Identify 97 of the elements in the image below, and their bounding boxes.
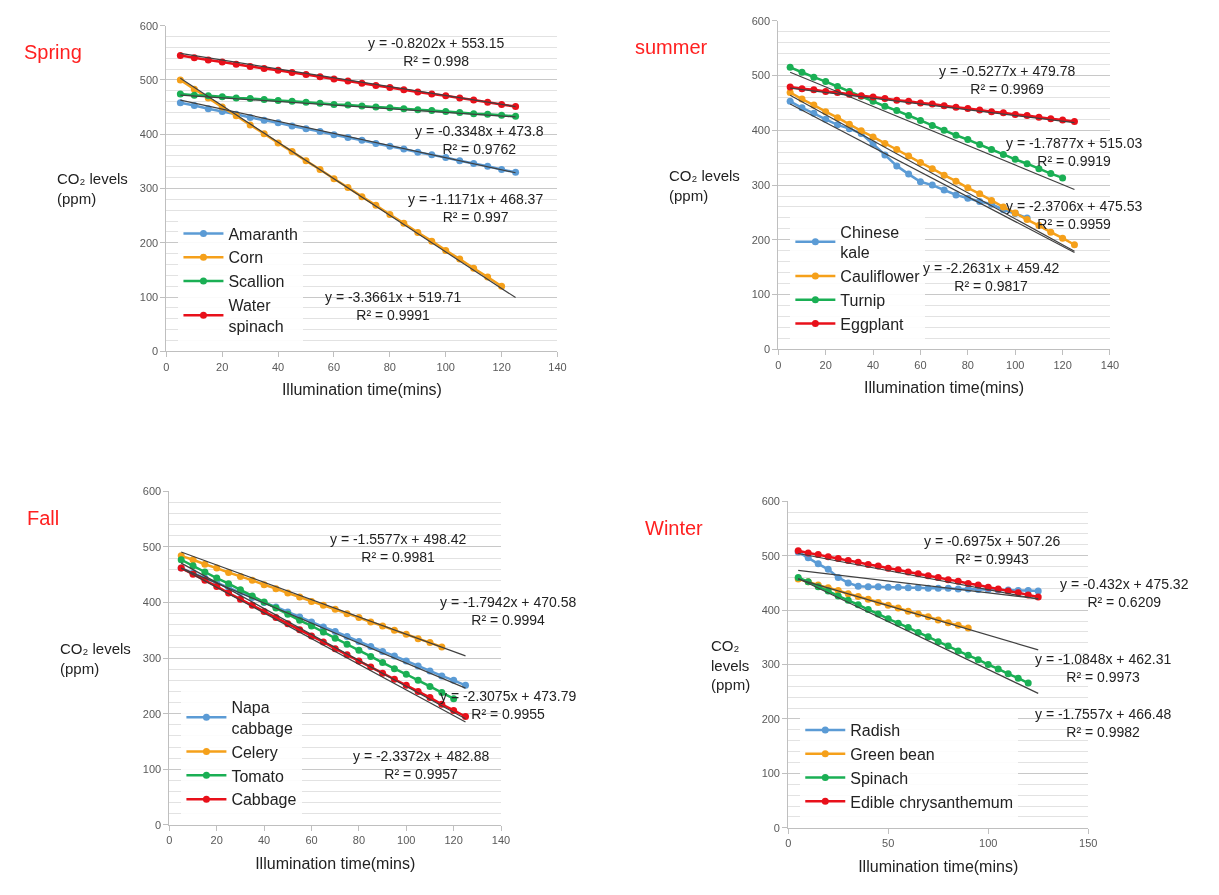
x-axis-title: Illumination time(mins) (864, 379, 1025, 397)
y-axis-title: CO₂ levels (ppm) (669, 167, 740, 204)
annotation: y = -2.3372x + 482.88 R² = 0.9957 (353, 748, 490, 783)
y-tick-label: 0 (773, 821, 780, 834)
x-tick-label: 40 (272, 360, 285, 373)
x-tick-label: 80 (352, 834, 366, 847)
legend-label: Edible chrysanthemum (850, 793, 1014, 811)
text: summer (635, 36, 708, 58)
y-tick-label: 300 (761, 658, 780, 671)
y-tick-label: 0 (152, 345, 159, 358)
y-tick-label: 600 (761, 495, 780, 508)
annotation: y = -1.7557x + 466.48 R² = 0.9982 (1035, 706, 1172, 741)
x-tick-label: 50 (882, 837, 895, 850)
annotation: y = -1.1171x + 468.37 R² = 0.997 (408, 191, 544, 226)
y-tick-label: 500 (142, 540, 162, 553)
text: Fall (27, 507, 60, 529)
y-tick-label: 200 (761, 712, 780, 725)
legend-label: Eggplant (840, 315, 905, 333)
y-tick-label: 600 (139, 19, 159, 32)
y-tick-label: 200 (139, 236, 159, 249)
annotation: y = -2.2631x + 459.42 R² = 0.9817 (923, 260, 1060, 295)
annotation: y = -1.0848x + 462.31 R² = 0.9973 (1035, 651, 1172, 686)
y-tick-label: 600 (142, 485, 162, 498)
annotation: y = -0.432x + 475.32 R² = 0.6209 (1060, 576, 1189, 611)
text: Spring (24, 41, 82, 63)
x-tick-label: 100 (397, 834, 416, 847)
annotation: y = -1.5577x + 498.42 R² = 0.9981 (330, 531, 467, 566)
x-tick-label: 80 (961, 358, 974, 371)
x-tick-label: 20 (819, 358, 832, 371)
legend-label: Chinese kale (840, 223, 900, 262)
x-tick-label: 40 (257, 834, 271, 847)
y-tick-label: 100 (142, 763, 162, 776)
text: Winter (645, 517, 704, 539)
legend-label: Water spinach (228, 297, 284, 335)
annotation: y = -3.3661x + 519.71 R² = 0.9991 (325, 289, 462, 324)
y-tick-label: 300 (751, 178, 771, 191)
y-axis-title: CO₂ levels (ppm) (711, 637, 751, 693)
x-tick-label: 60 (305, 834, 318, 847)
annotation: y = -1.7942x + 470.58 R² = 0.9994 (440, 594, 577, 629)
x-tick-label: 0 (785, 837, 792, 850)
annotation: y = -0.3348x + 473.8 R² = 0.9762 (415, 123, 544, 158)
annotation: y = -0.5277x + 479.78 R² = 0.9969 (939, 63, 1076, 98)
y-tick-label: 500 (139, 73, 159, 86)
x-tick-label: 150 (1079, 837, 1098, 850)
legend-label: Napa cabbage (231, 699, 293, 737)
x-tick-label: 60 (327, 360, 341, 373)
legend-label: Celery (231, 743, 278, 761)
y-tick-label: 300 (139, 182, 159, 195)
x-tick-label: 120 (1053, 358, 1072, 371)
legend-label: Amaranth (228, 225, 298, 243)
legend-label: Corn (228, 249, 264, 267)
x-tick-label: 0 (166, 834, 173, 847)
x-axis-title: Illumination time(mins) (255, 854, 416, 872)
x-axis-title: Illumination time(mins) (858, 857, 1019, 875)
x-tick-label: 20 (210, 834, 223, 847)
y-tick-label: 0 (763, 343, 771, 356)
x-tick-label: 100 (1006, 358, 1025, 371)
x-tick-label: 20 (216, 360, 229, 373)
x-tick-label: 120 (444, 834, 463, 847)
legend-label: Scallion (228, 273, 285, 291)
y-tick-label: 200 (142, 707, 162, 720)
annotation: y = -0.6975x + 507.26 R² = 0.9943 (924, 533, 1061, 568)
x-tick-label: 80 (383, 360, 396, 373)
y-tick-label: 400 (142, 596, 162, 609)
annotation: y = -1.7877x + 515.03 R² = 0.9919 (1006, 135, 1143, 170)
x-axis-title: Illumination time(mins) (281, 381, 442, 399)
y-tick-label: 400 (761, 603, 780, 616)
legend-label: Cauliflower (840, 268, 921, 286)
legend-label: Spinach (850, 769, 909, 787)
x-tick-label: 140 (1100, 358, 1120, 371)
y-tick-label: 100 (761, 767, 780, 780)
x-tick-label: 100 (436, 360, 455, 373)
y-axis-title: CO₂ levels (ppm) (60, 640, 131, 677)
legend-label: Green bean (850, 745, 935, 763)
y-tick-label: 100 (139, 290, 159, 303)
x-tick-label: 100 (979, 837, 998, 850)
legend-label: Cabbage (231, 791, 297, 809)
x-tick-label: 40 (866, 358, 880, 371)
y-tick-label: 100 (751, 288, 771, 301)
x-tick-label: 60 (914, 358, 927, 371)
legend-label: Radish (850, 722, 901, 740)
y-tick-label: 400 (751, 124, 771, 137)
y-tick-label: 500 (751, 69, 771, 82)
y-tick-label: 600 (751, 14, 771, 27)
x-tick-label: 120 (492, 360, 511, 373)
annotation: y = -0.8202x + 553.15 R² = 0.998 (368, 35, 505, 70)
y-tick-label: 400 (139, 128, 159, 141)
x-tick-label: 0 (163, 360, 170, 373)
y-tick-label: 200 (751, 233, 771, 246)
legend-label: Tomato (231, 767, 284, 785)
y-tick-label: 0 (155, 818, 162, 831)
y-tick-label: 300 (142, 651, 162, 664)
x-tick-label: 140 (548, 360, 567, 373)
legend-label: Turnip (840, 292, 886, 310)
y-axis-title: CO₂ levels (ppm) (57, 170, 128, 207)
y-tick-label: 500 (761, 549, 780, 562)
x-tick-label: 140 (491, 834, 511, 847)
